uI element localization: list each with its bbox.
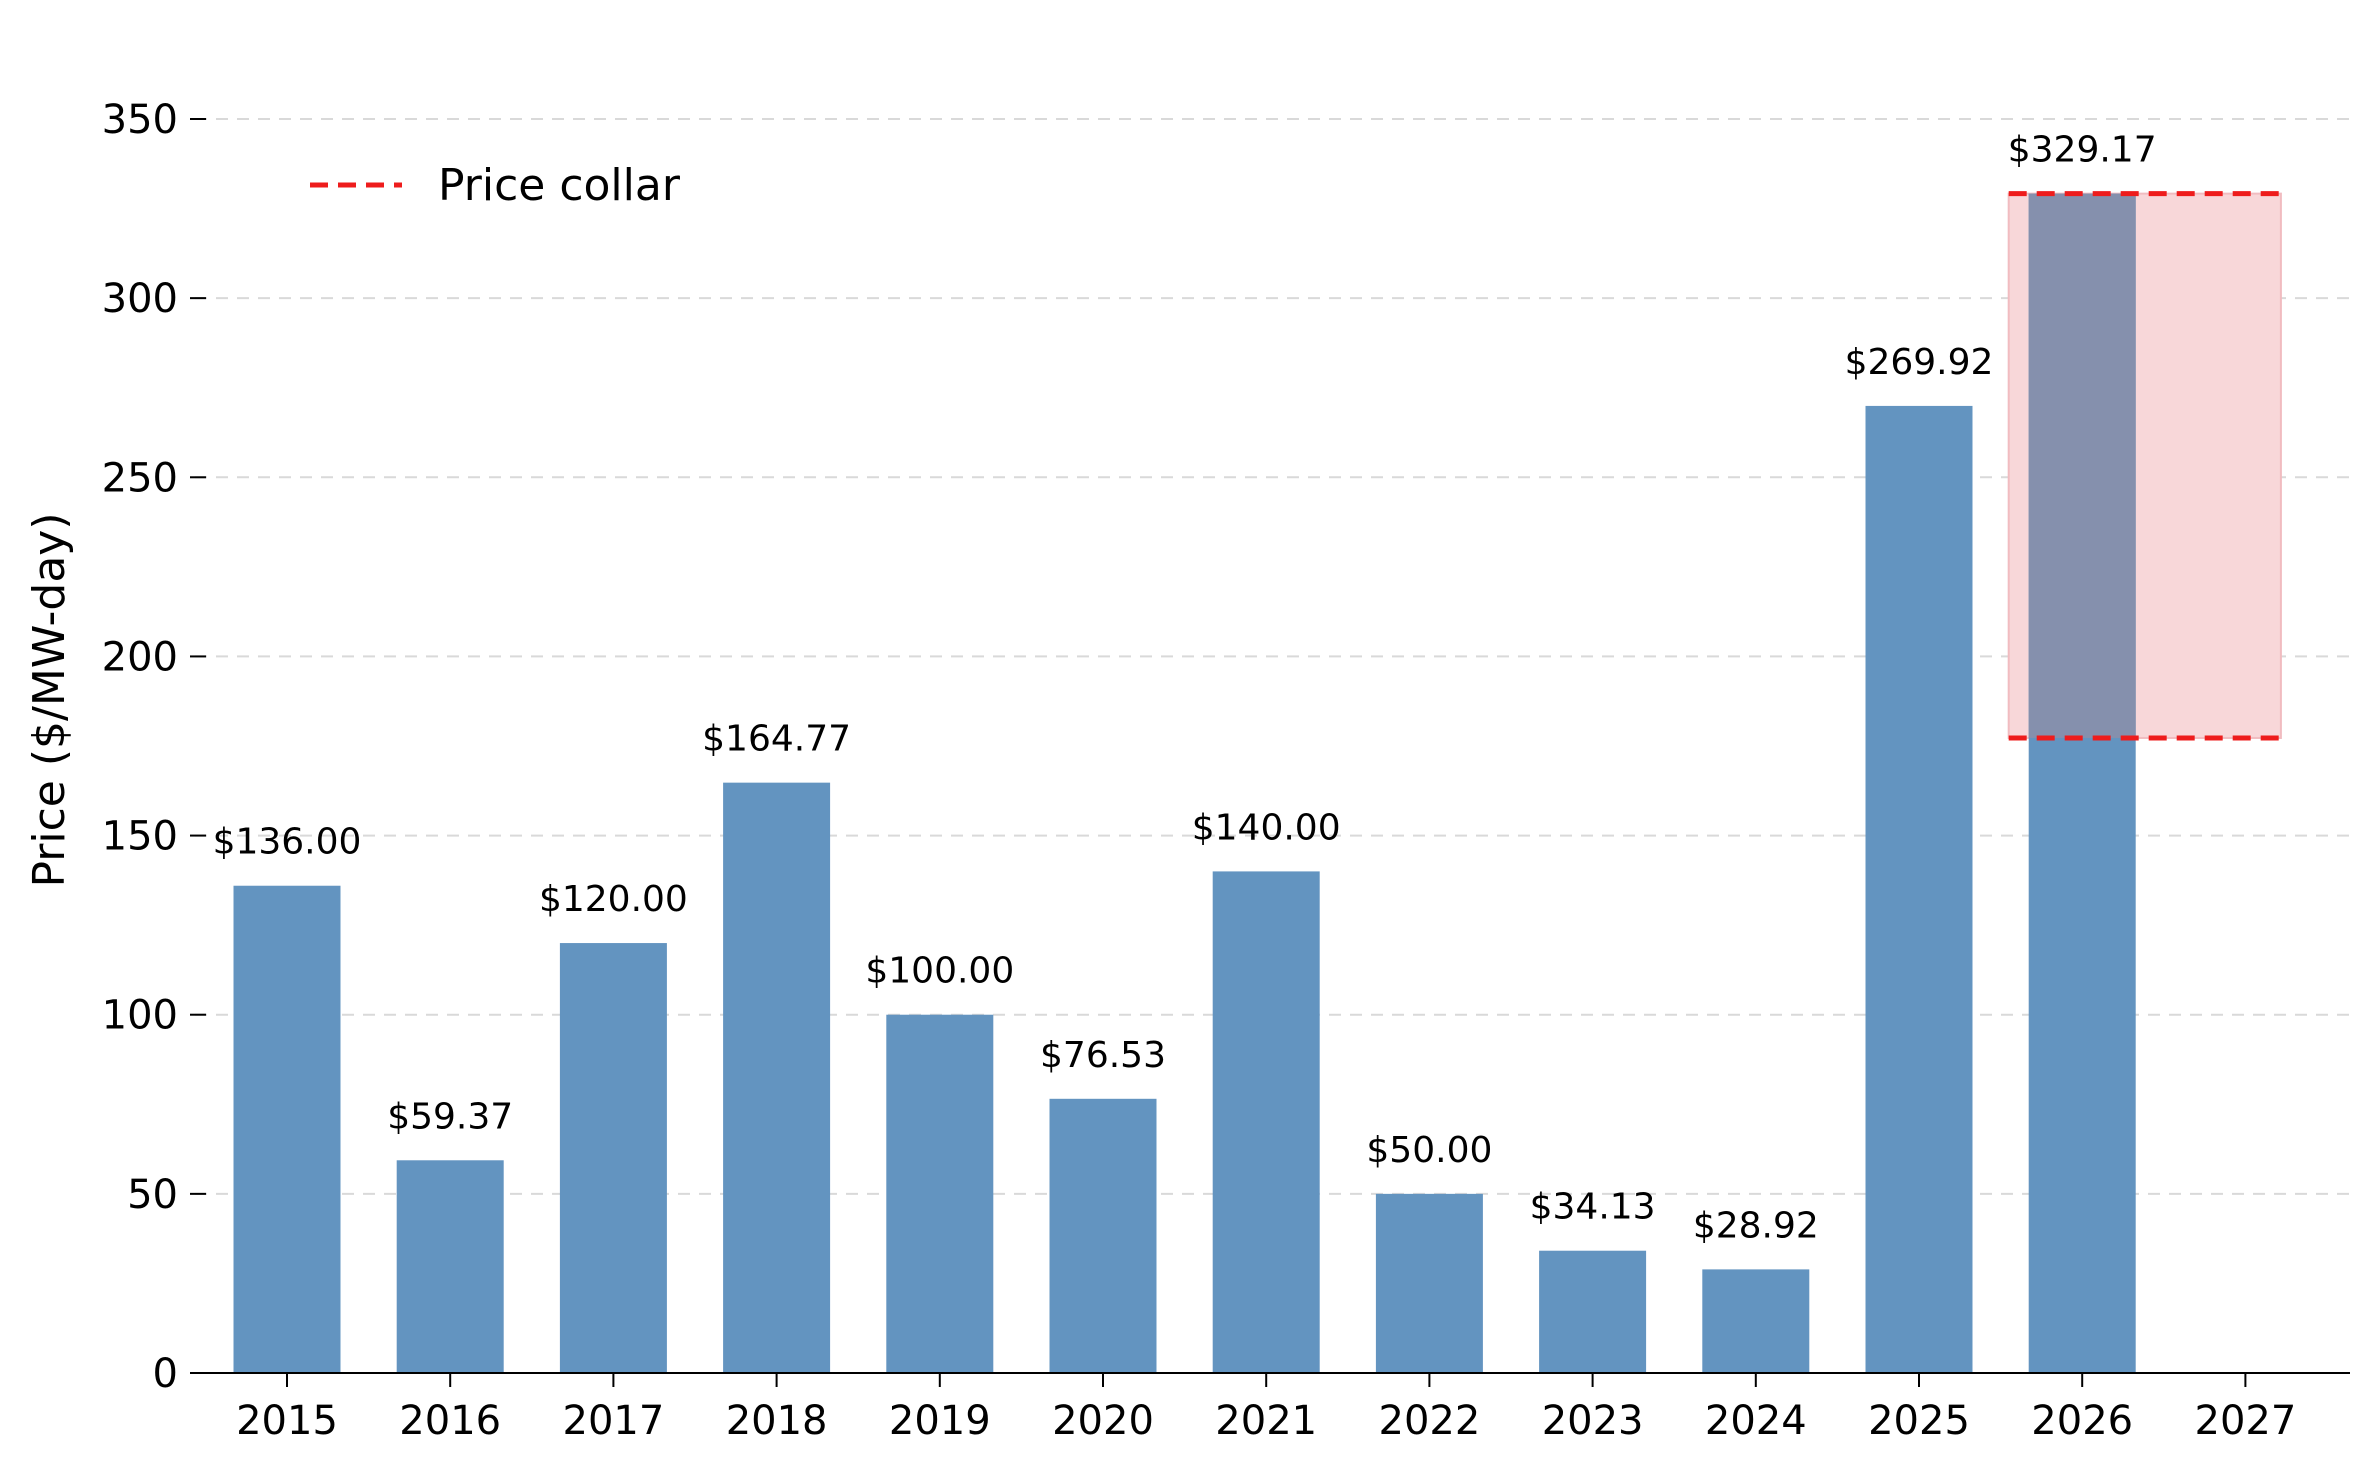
bar-2018 bbox=[723, 782, 831, 1373]
y-tick-label-250: 250 bbox=[102, 455, 178, 501]
x-tick-label-2025: 2025 bbox=[1868, 1398, 1970, 1444]
legend-label: Price collar bbox=[438, 160, 681, 211]
y-tick-label-100: 100 bbox=[102, 993, 178, 1039]
bar-2023 bbox=[1539, 1250, 1647, 1373]
bar-2021 bbox=[1212, 871, 1320, 1373]
data-label-2018: $164.77 bbox=[702, 719, 851, 760]
data-label-2023: $34.13 bbox=[1530, 1187, 1656, 1228]
data-label-2020: $76.53 bbox=[1040, 1035, 1166, 1076]
bars bbox=[233, 193, 2136, 1374]
bar-2020 bbox=[1049, 1098, 1157, 1373]
data-labels: $136.00 $59.37 $120.00 $164.77 $100.00 $76.53… bbox=[213, 130, 2157, 1247]
data-label-2026: $329.17 bbox=[2008, 130, 2157, 171]
data-label-2019: $100.00 bbox=[865, 951, 1014, 992]
y-tick-label-150: 150 bbox=[102, 814, 178, 860]
bar-2017 bbox=[559, 943, 667, 1373]
bar-2025 bbox=[1865, 405, 1973, 1374]
gridlines bbox=[195, 118, 2350, 1195]
bar-2016 bbox=[396, 1160, 504, 1373]
y-tick-label-350: 350 bbox=[102, 97, 178, 143]
data-label-2021: $140.00 bbox=[1192, 807, 1341, 848]
data-label-2024: $28.92 bbox=[1693, 1205, 1819, 1246]
bar-2022 bbox=[1375, 1193, 1483, 1373]
x-tick-label-2018: 2018 bbox=[726, 1398, 828, 1444]
bar-2024 bbox=[1702, 1269, 1810, 1373]
y-tick-label-0: 0 bbox=[153, 1351, 178, 1397]
y-axis-title: Price ($/MW-day) bbox=[24, 513, 75, 888]
y-tick-label-200: 200 bbox=[102, 634, 178, 680]
x-tick-label-2026: 2026 bbox=[2031, 1398, 2133, 1444]
x-tick-label-2022: 2022 bbox=[1379, 1398, 1481, 1444]
x-tick-label-2015: 2015 bbox=[236, 1398, 338, 1444]
bar-2019 bbox=[886, 1014, 994, 1373]
y-tick-label-300: 300 bbox=[102, 276, 178, 322]
data-label-2022: $50.00 bbox=[1366, 1130, 1492, 1171]
y-tick-label-50: 50 bbox=[127, 1172, 178, 1218]
data-label-2025: $269.92 bbox=[1845, 342, 1994, 383]
x-tick-label-2024: 2024 bbox=[1705, 1398, 1807, 1444]
bar-2015 bbox=[233, 885, 341, 1373]
x-tick-label-2020: 2020 bbox=[1052, 1398, 1154, 1444]
x-tick-label-2027: 2027 bbox=[2195, 1398, 2297, 1444]
x-tick-label-2019: 2019 bbox=[889, 1398, 991, 1444]
x-tick-label-2021: 2021 bbox=[1215, 1398, 1317, 1444]
data-label-2016: $59.37 bbox=[387, 1096, 513, 1137]
x-tick-label-2017: 2017 bbox=[563, 1398, 665, 1444]
price-collar-lines bbox=[2008, 191, 2281, 741]
x-tick-label-2016: 2016 bbox=[399, 1398, 501, 1444]
legend: Price collar bbox=[310, 160, 681, 211]
data-label-2017: $120.00 bbox=[539, 879, 688, 920]
data-label-2015: $136.00 bbox=[213, 822, 362, 863]
axes: 0 50 100 150 200 250 300 350 2015 2016 2017 2018 201… bbox=[102, 97, 2350, 1444]
bar-2026-collar-overlap bbox=[2028, 193, 2136, 738]
x-tick-label-2023: 2023 bbox=[1542, 1398, 1644, 1444]
